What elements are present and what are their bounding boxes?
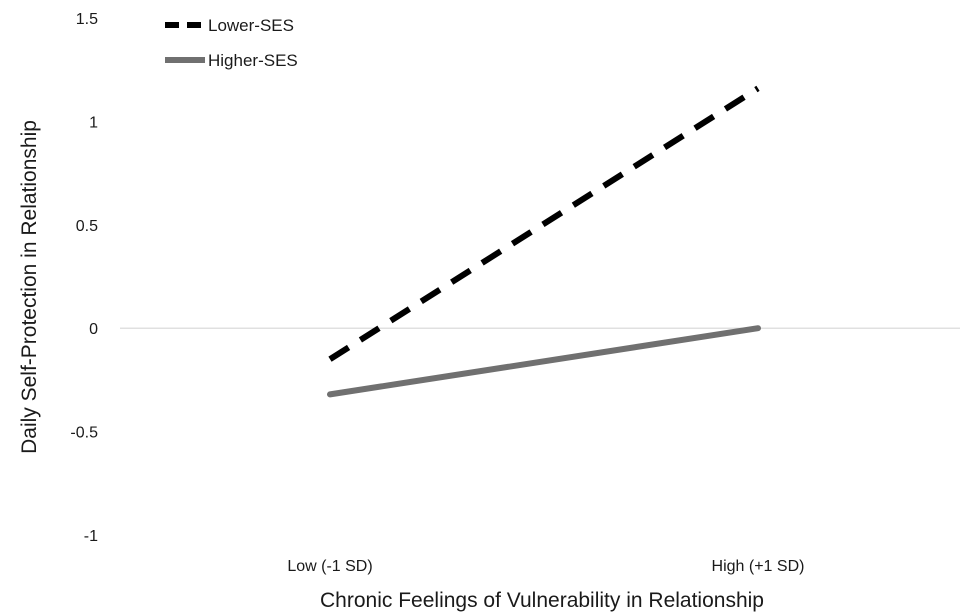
y-tick-label: 0 bbox=[89, 321, 98, 338]
series-line-lower-ses bbox=[328, 85, 760, 362]
series-line-higher-ses bbox=[327, 325, 761, 398]
y-axis-title: Daily Self-Protection in Relationship bbox=[18, 120, 41, 454]
y-tick-label: 1.5 bbox=[76, 11, 98, 28]
y-tick-label: -1 bbox=[84, 528, 98, 545]
y-tick-label: 1 bbox=[89, 114, 98, 131]
y-tick-label: 0.5 bbox=[76, 218, 98, 235]
x-axis-title: Chronic Feelings of Vulnerability in Rel… bbox=[320, 589, 764, 612]
x-tick-label: Low (-1 SD) bbox=[287, 558, 372, 575]
legend-label: Lower-SES bbox=[208, 16, 294, 35]
x-tick-label: High (+1 SD) bbox=[712, 558, 805, 575]
y-tick-label: -0.5 bbox=[70, 425, 98, 442]
legend-label: Higher-SES bbox=[208, 51, 298, 70]
